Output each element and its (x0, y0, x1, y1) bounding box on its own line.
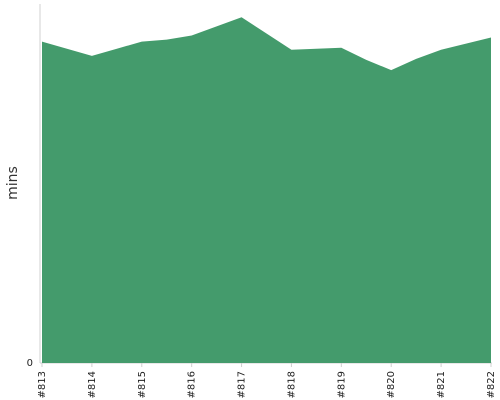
x-tick-label: #818 (286, 371, 297, 398)
y-axis-title: mins (5, 166, 21, 200)
x-tick-label: #819 (336, 371, 347, 398)
x-tick-label: #813 (37, 371, 48, 398)
x-tick-group: #813 #814 #815 #816 #817 #818 #819 #820 #821 #822 (37, 363, 497, 398)
x-tick-label: #821 (436, 371, 447, 398)
x-tick-label: #817 (237, 371, 248, 398)
x-tick-label: #815 (137, 371, 148, 398)
x-tick-label: #822 (486, 371, 497, 398)
x-tick-label: #814 (87, 371, 98, 398)
x-tick-label: #820 (386, 371, 397, 398)
x-tick-label: #816 (187, 371, 198, 398)
area-series-fill (42, 17, 491, 364)
y-tick-label: 0 (27, 358, 33, 369)
